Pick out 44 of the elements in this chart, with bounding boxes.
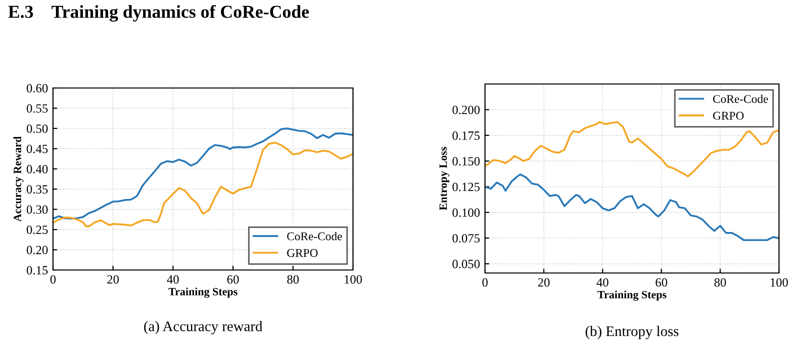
- y-tick-label: 0.15: [26, 266, 48, 275]
- x-axis-title: Training Steps: [168, 288, 238, 298]
- x-tick-label: 40: [596, 278, 608, 287]
- legend-label: GRPO: [713, 112, 744, 120]
- line-series: [485, 121, 779, 178]
- x-tick-label: 60: [227, 275, 239, 284]
- line-series: [53, 142, 353, 228]
- line-series: [53, 128, 353, 220]
- x-tick-label: 80: [714, 278, 726, 287]
- x-tick-label: 40: [166, 275, 179, 284]
- line-series: [485, 173, 779, 242]
- x-tick-label: 0: [50, 275, 56, 284]
- y-tick-label: 0.60: [26, 84, 48, 93]
- y-tick-label: 0.100: [452, 208, 480, 217]
- x-tick-label: 20: [538, 278, 550, 287]
- y-tick-label: 0.40: [26, 164, 48, 174]
- y-tick-label: 0.175: [452, 131, 480, 140]
- x-tick-label: 60: [656, 278, 668, 287]
- x-tick-label: 20: [107, 275, 119, 284]
- y-tick-label: 0.35: [26, 185, 48, 194]
- y-tick-label: 0.55: [26, 104, 48, 113]
- y-tick-label: 0.050: [452, 260, 480, 268]
- y-tick-label: 0.125: [452, 182, 480, 192]
- y-axis-title: Entropy Loss: [440, 146, 450, 210]
- x-tick-label: 80: [287, 275, 299, 284]
- y-tick-label: 0.25: [26, 226, 48, 234]
- text: (a) Accuracy reward: [144, 320, 262, 334]
- y-tick-label: 0.20: [26, 246, 48, 254]
- y-tick-label: 0.50: [26, 124, 48, 133]
- y-tick-label: 0.075: [452, 234, 480, 243]
- y-tick-label: 0.45: [26, 144, 48, 154]
- y-tick-label: 0.30: [26, 205, 48, 214]
- text: (b) Entropy loss: [586, 326, 678, 340]
- x-tick-label: 0: [482, 278, 488, 287]
- y-tick-label: 0.200: [452, 106, 480, 114]
- x-axis-title: Training Steps: [598, 290, 666, 301]
- legend-label: CoRe-Code: [713, 94, 768, 104]
- legend-label: GRPO: [287, 249, 318, 257]
- y-tick-label: 0.150: [452, 157, 480, 166]
- chart-title: E.3 Training dynamics of CoRe-Code: [8, 5, 309, 22]
- x-tick-label: 100: [344, 275, 362, 284]
- x-tick-label: 100: [770, 278, 788, 287]
- y-axis-title: Accuracy Reward: [13, 136, 24, 222]
- legend-label: CoRe-Code: [287, 232, 342, 240]
